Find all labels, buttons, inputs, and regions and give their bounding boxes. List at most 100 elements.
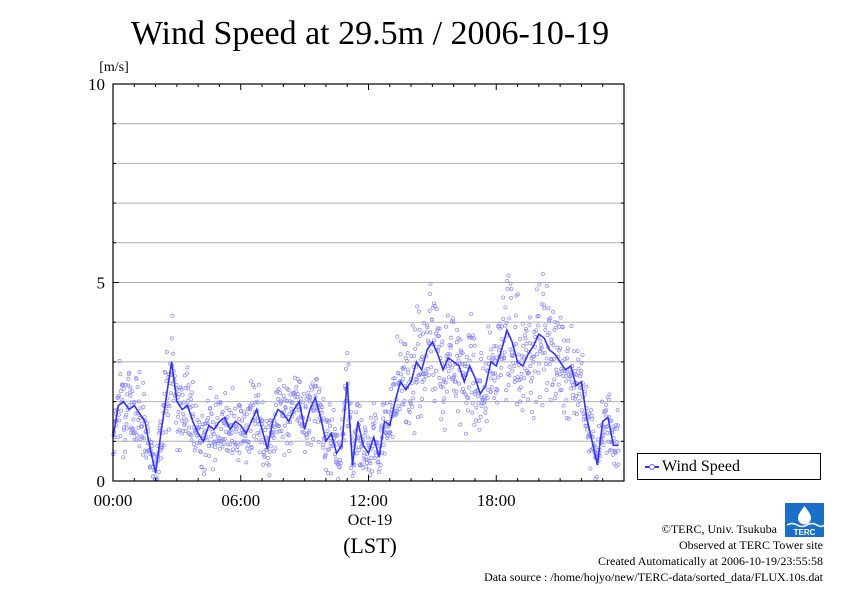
data-point xyxy=(306,390,311,395)
data-point xyxy=(285,441,290,446)
data-point xyxy=(176,392,181,396)
data-point xyxy=(455,353,460,358)
data-point xyxy=(303,405,308,410)
data-point xyxy=(220,444,225,449)
data-point xyxy=(141,380,146,385)
data-point xyxy=(324,467,328,472)
data-point xyxy=(254,437,259,442)
data-point xyxy=(158,419,163,424)
data-point xyxy=(301,430,306,435)
data-point xyxy=(413,327,417,332)
data-point xyxy=(493,371,498,376)
data-point xyxy=(320,405,325,409)
data-point xyxy=(226,448,231,453)
data-point xyxy=(266,425,271,430)
tick-labels: 0 5 10 00:00 06:00 12:00 18:00 xyxy=(88,75,516,510)
chart-title: Wind Speed at 29.5m / 2006-10-19 xyxy=(130,15,610,52)
data-point xyxy=(539,302,544,307)
data-point xyxy=(454,389,459,394)
data-point xyxy=(317,387,322,392)
data-point xyxy=(537,282,542,287)
data-point xyxy=(278,391,283,396)
data-point xyxy=(574,394,579,399)
data-point xyxy=(312,408,317,413)
data-point xyxy=(184,371,189,376)
data-point xyxy=(519,358,524,363)
data-point xyxy=(274,402,278,407)
data-point xyxy=(601,442,606,447)
data-point xyxy=(249,446,254,450)
data-point xyxy=(538,348,542,353)
data-point xyxy=(405,359,409,363)
data-point xyxy=(236,417,241,422)
data-point xyxy=(175,448,180,453)
data-point xyxy=(248,428,253,433)
data-point xyxy=(457,381,461,386)
data-point xyxy=(407,410,412,414)
y-tick-label: 10 xyxy=(88,75,105,94)
data-point xyxy=(393,382,398,387)
data-point xyxy=(385,434,390,439)
data-point xyxy=(220,410,225,414)
data-point xyxy=(329,417,334,422)
data-point xyxy=(142,436,147,441)
data-point xyxy=(367,459,372,464)
data-point xyxy=(536,323,540,328)
data-point xyxy=(288,441,293,446)
data-point xyxy=(355,402,360,406)
data-point xyxy=(434,368,438,373)
data-point xyxy=(215,415,220,420)
data-point xyxy=(528,390,533,395)
data-point xyxy=(569,324,574,328)
data-point xyxy=(462,390,467,395)
data-point xyxy=(118,389,123,394)
data-point xyxy=(399,388,404,393)
copyright-text: ©TERC, Univ. Tsukuba xyxy=(661,522,777,536)
data-point xyxy=(546,306,551,311)
data-point xyxy=(248,405,253,410)
data-point xyxy=(255,400,260,405)
data-point xyxy=(354,451,359,456)
data-point xyxy=(203,452,208,457)
data-point xyxy=(220,436,225,441)
data-point xyxy=(468,335,473,340)
data-point xyxy=(529,410,534,415)
data-point xyxy=(588,466,593,471)
data-point xyxy=(257,382,261,387)
data-point xyxy=(470,401,475,406)
data-point xyxy=(231,447,236,452)
data-point xyxy=(296,392,300,397)
data-point xyxy=(502,355,507,360)
terc-logo: TERC xyxy=(785,503,824,537)
data-point xyxy=(144,455,149,460)
data-point xyxy=(213,458,218,463)
data-point xyxy=(164,408,169,413)
data-point xyxy=(510,350,514,355)
data-point xyxy=(524,328,529,333)
data-point xyxy=(399,372,404,377)
data-point xyxy=(527,322,532,327)
data-point xyxy=(422,321,426,326)
data-point xyxy=(406,370,411,375)
data-point xyxy=(359,444,364,449)
data-point xyxy=(501,295,506,300)
data-point xyxy=(283,406,288,411)
data-point xyxy=(478,414,483,419)
data-point xyxy=(555,372,560,377)
data-point xyxy=(440,385,445,390)
data-point xyxy=(117,418,122,423)
data-point xyxy=(401,402,406,407)
data-point xyxy=(210,420,215,425)
data-point xyxy=(232,414,237,418)
data-point xyxy=(281,393,286,398)
data-point xyxy=(549,357,554,362)
data-point xyxy=(483,410,488,415)
data-point xyxy=(566,338,571,343)
data-point xyxy=(279,400,284,405)
data-point xyxy=(128,385,133,390)
data-point xyxy=(526,370,531,375)
data-point xyxy=(166,413,171,418)
data-point xyxy=(205,437,210,442)
data-point xyxy=(507,316,512,321)
data-point xyxy=(163,429,168,434)
